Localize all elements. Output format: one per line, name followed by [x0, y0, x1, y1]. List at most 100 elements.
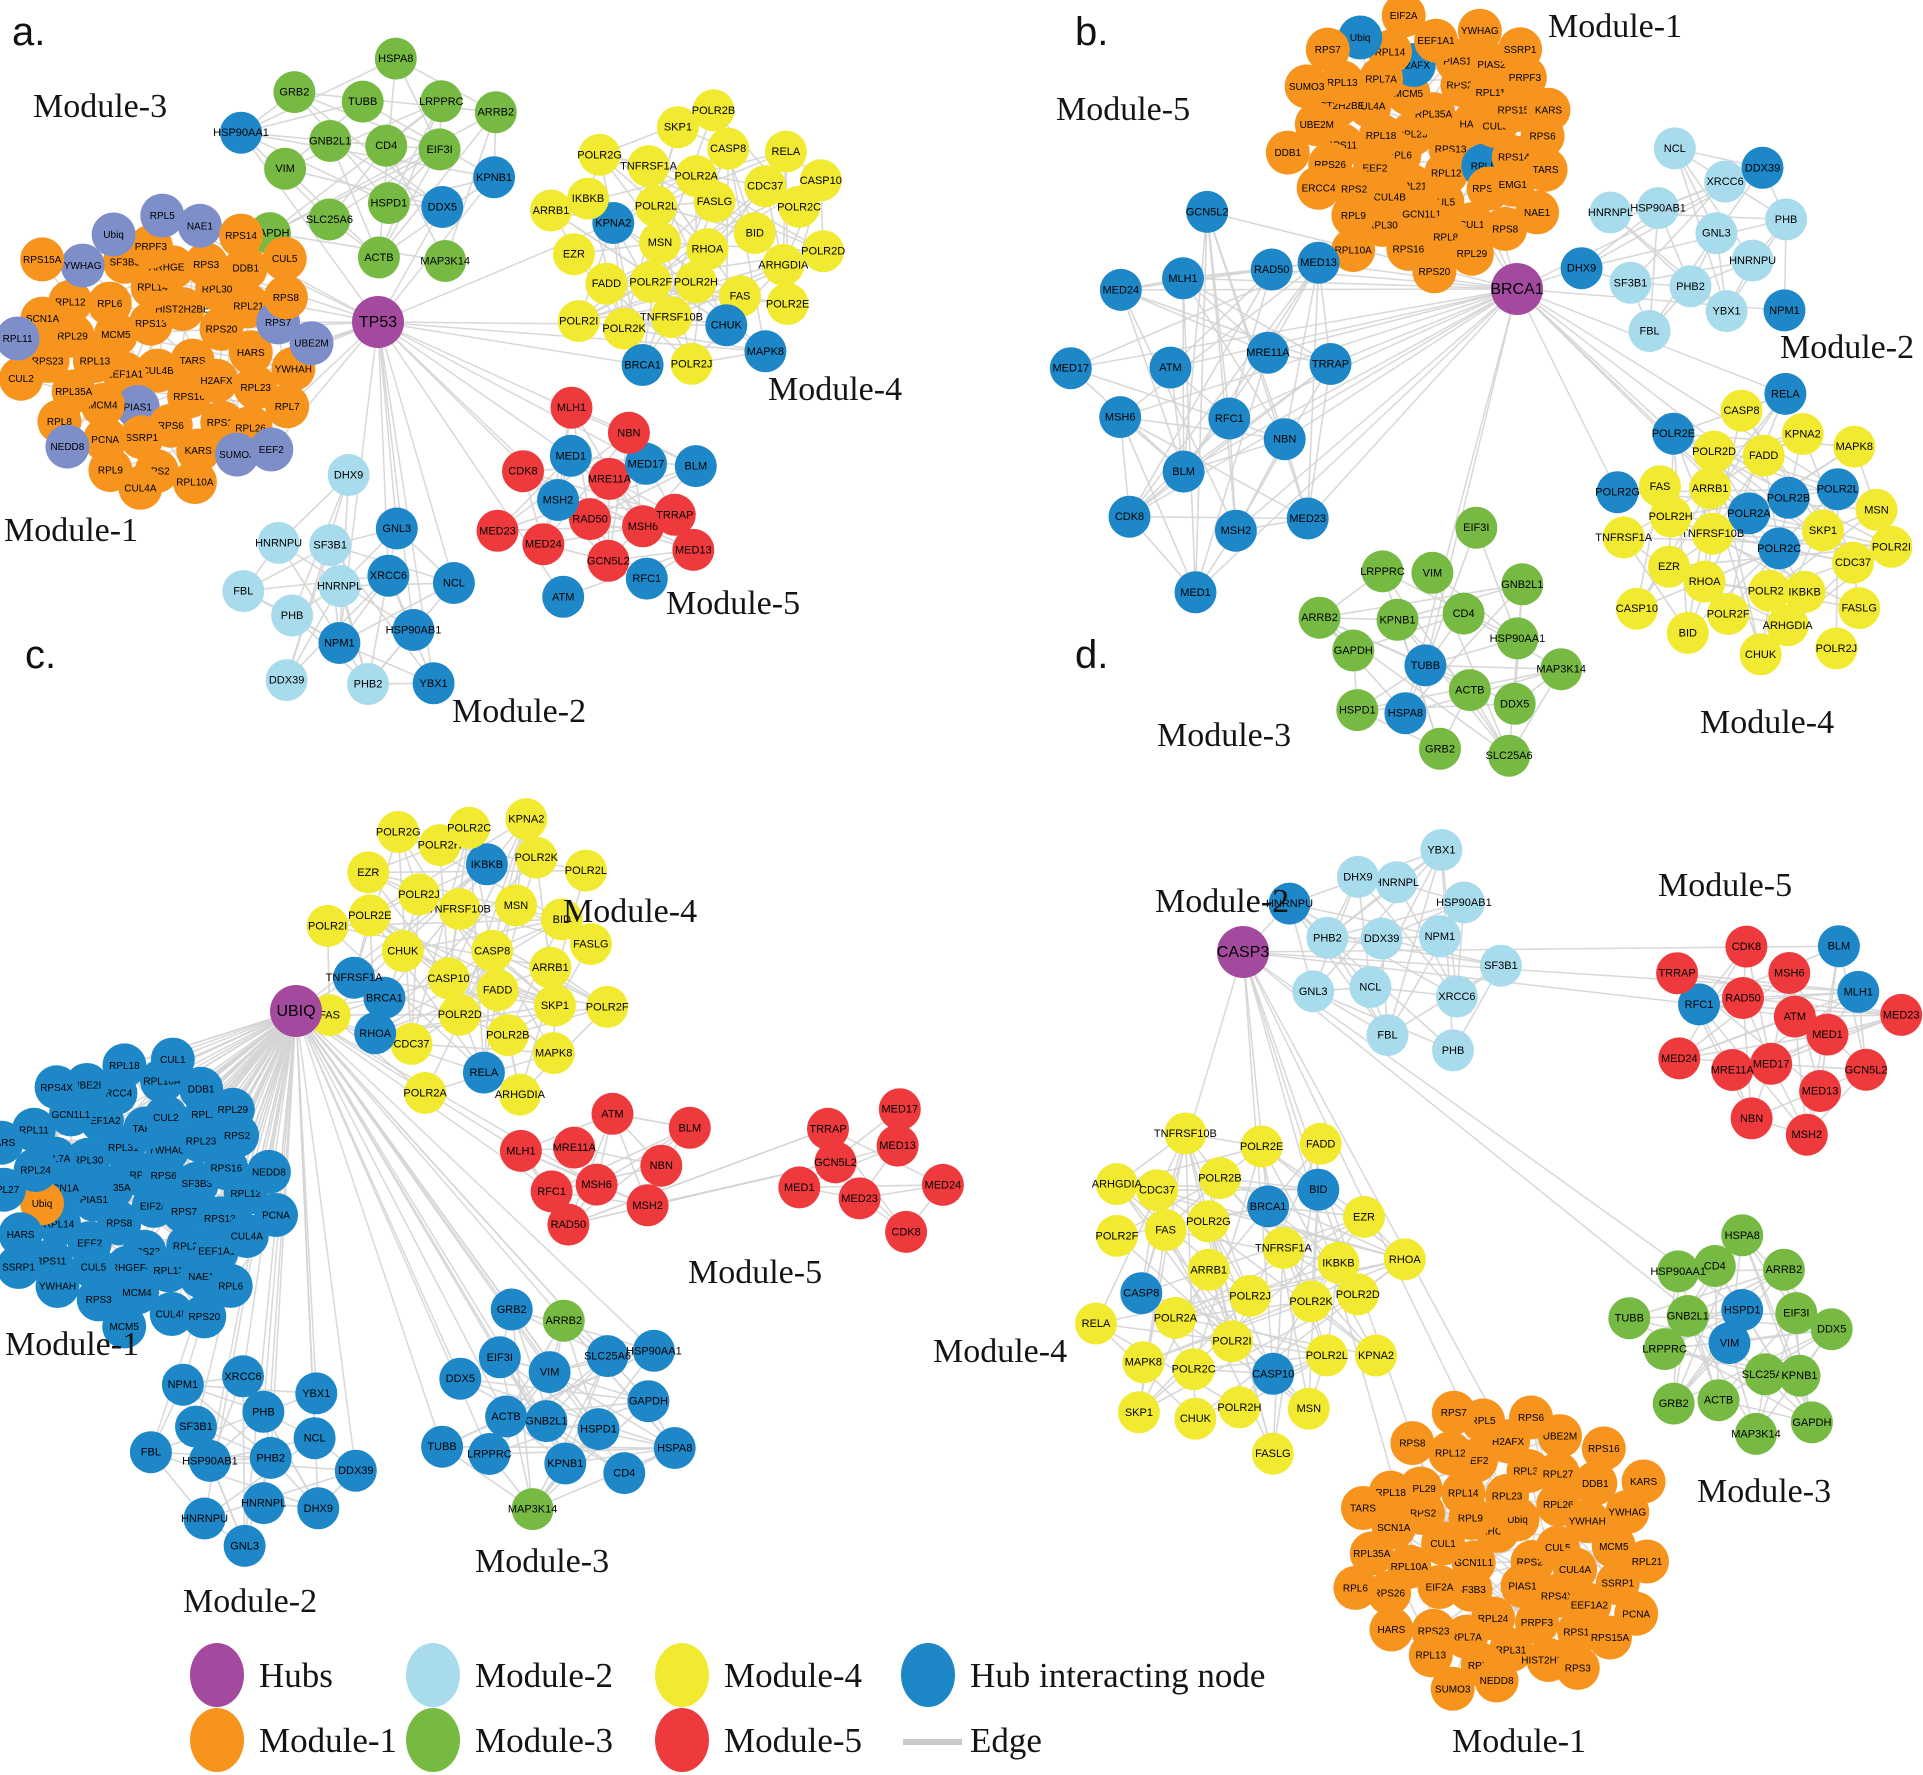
edge	[284, 167, 443, 208]
node-label-CUL2: CUL2	[8, 374, 34, 385]
node-NCL	[1653, 127, 1696, 170]
node-SLC25A6	[1744, 1353, 1787, 1396]
node-YBX1	[412, 662, 455, 705]
node-SUMO3	[1430, 1666, 1475, 1711]
node-label-RFC1: RFC1	[632, 573, 661, 585]
node-label-CUL4B: CUL4B	[142, 366, 175, 377]
node-POLR2I	[1211, 1320, 1253, 1363]
node-MLH1	[1162, 257, 1204, 300]
node-label-DDX5: DDX5	[1817, 1324, 1846, 1336]
node-label-BRCA1: BRCA1	[366, 992, 403, 1004]
hub-edge	[295, 1010, 513, 1310]
node-label-RPS26: RPS26	[1373, 1588, 1405, 1599]
node-BID	[540, 898, 583, 941]
module-label-module-5: Module-5	[666, 585, 800, 622]
node-ARRB2	[1298, 596, 1341, 639]
node-EZR	[552, 233, 595, 276]
node-label-RPS2: RPS2	[1341, 185, 1368, 196]
node-TRRAP	[807, 1107, 849, 1150]
node-RHOA	[686, 228, 729, 271]
node-label-POLR2A: POLR2A	[1154, 1312, 1198, 1324]
node-label-MED17: MED17	[1052, 363, 1089, 375]
panel-letter-b: b.	[1075, 10, 1108, 54]
hub-edge	[377, 321, 647, 465]
node-label-TARS: TARS	[133, 1124, 159, 1135]
node-label-RPS20: RPS20	[1517, 1558, 1549, 1569]
hub-edge	[377, 321, 455, 584]
node-label-POLR2K: POLR2K	[515, 852, 559, 864]
node-label-FBL: FBL	[1640, 326, 1660, 338]
node-label-CDK8: CDK8	[508, 466, 537, 478]
node-label-CD4: CD4	[375, 140, 397, 152]
node-NCL	[293, 1417, 336, 1460]
node-label-EIF2A: EIF2A	[140, 1201, 168, 1212]
node-label-EIF3I: EIF3I	[1463, 522, 1489, 534]
node-label-FASLG: FASLG	[1255, 1448, 1290, 1460]
node-label-YWHAH: YWHAH	[275, 364, 312, 375]
node-label-NCL: NCL	[304, 1433, 326, 1445]
node-BRCA1	[621, 344, 664, 386]
node-label-CD4: CD4	[613, 1468, 635, 1480]
node-SF3B1	[309, 524, 352, 567]
node-EZR	[1343, 1195, 1385, 1238]
node-label-RPL7A: RPL7A	[1365, 74, 1397, 85]
node-label-EMG1: EMG1	[1499, 180, 1528, 191]
node-ARRB1	[530, 189, 572, 232]
node-label-POLR2L: POLR2L	[1306, 1350, 1348, 1362]
node-XRCC6	[222, 1355, 264, 1398]
edge	[623, 327, 766, 353]
node-label-RPS15A: RPS15A	[1498, 106, 1537, 117]
node-HNRNPU	[183, 1497, 226, 1540]
node-UBE2M	[1294, 102, 1339, 147]
node-POLR2A	[675, 155, 718, 198]
hub-edge	[1516, 288, 1619, 493]
node-NAE1	[177, 203, 222, 248]
node-label-RPL14: RPL14	[137, 282, 168, 293]
node-RPL27	[0, 1167, 26, 1212]
edge	[1289, 902, 1441, 938]
node-label-TRRAP: TRRAP	[656, 509, 693, 521]
node-label-GCN1L1: GCN1L1	[1402, 210, 1441, 221]
node-label-RPL14: RPL14	[1375, 47, 1406, 58]
module-label-module-4: Module-4	[563, 893, 697, 930]
node-KPNB1	[544, 1442, 587, 1485]
module-label-module-3: Module-3	[33, 88, 167, 125]
node-label-H2AFX: H2AFX	[200, 376, 233, 387]
panel-b-labels: Module-1 Module-2 Module-5 Module-3 Module-4…	[1056, 8, 1914, 754]
node-TARS	[1341, 1486, 1385, 1530]
node-label-MSN: MSN	[648, 237, 673, 249]
node-label-RPL29: RPL29	[1405, 1484, 1436, 1495]
node-MED23	[476, 509, 519, 552]
node-label-RPL13: RPL13	[153, 1266, 184, 1277]
node-label-PIAS1: PIAS1	[1443, 56, 1472, 67]
node-label-IKBKB: IKBKB	[1322, 1257, 1354, 1269]
edge	[497, 465, 697, 532]
node-label-ARRB1: ARRB1	[1190, 1264, 1227, 1276]
panel-a-labels: Module-3 Module-4 Module-1 Module-2 Module-5…	[4, 10, 902, 730]
node-label-RPL21: RPL21	[233, 302, 264, 313]
node-IKBKB	[1783, 570, 1826, 613]
node-label-CDK8: CDK8	[891, 1226, 920, 1238]
node-label-KARS: KARS	[185, 446, 213, 457]
legend-dot-interact	[901, 1643, 955, 1707]
node-label-GAPDH: GAPDH	[1334, 645, 1373, 657]
node-RFC1	[1208, 397, 1251, 440]
node-CASP8	[707, 127, 750, 170]
node-label-RPS11: RPS11	[207, 418, 238, 429]
node-label-NPM1: NPM1	[1425, 931, 1456, 943]
node-VIM	[1411, 551, 1454, 594]
node-label-UBE2I: UBE2I	[72, 1081, 101, 1092]
node-label-TNFRSF10B: TNFRSF10B	[1681, 528, 1744, 540]
node-label-RPL29: RPL29	[1457, 249, 1488, 260]
node-label-POLR2C: POLR2C	[447, 822, 491, 834]
node-HSPA8	[374, 37, 417, 80]
node-MSN	[1287, 1387, 1330, 1430]
node-HNRNPL	[318, 565, 361, 608]
node-label-MLH1: MLH1	[557, 402, 586, 414]
node-label-LRPPRC: LRPPRC	[467, 1449, 512, 1461]
node-label-FBL: FBL	[233, 586, 253, 598]
legend-dot-module3	[406, 1708, 460, 1772]
node-label-LRPPRC: LRPPRC	[1360, 566, 1405, 578]
node-label-RPL10A: RPL10A	[176, 478, 214, 489]
